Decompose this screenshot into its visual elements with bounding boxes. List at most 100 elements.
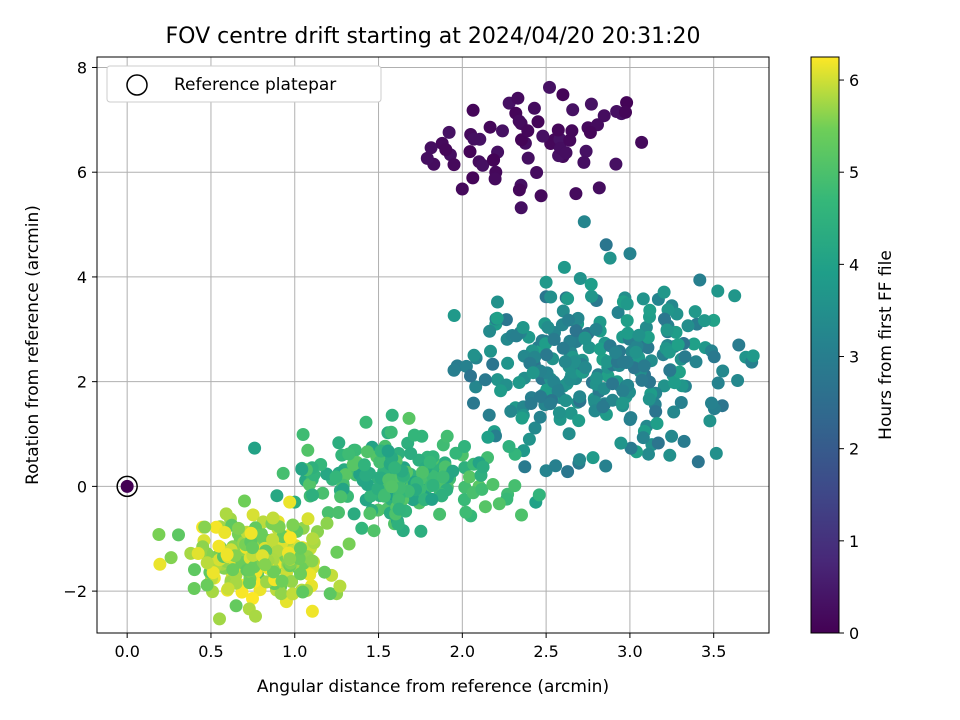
data-point	[242, 563, 256, 577]
x-axis-label: Angular distance from reference (arcmin)	[257, 677, 609, 697]
data-point	[200, 556, 214, 570]
data-point	[243, 576, 256, 590]
data-point	[707, 350, 721, 364]
data-point	[447, 309, 461, 322]
x-tick-label: 2.0	[450, 642, 475, 661]
data-point	[569, 187, 583, 201]
data-point	[200, 578, 214, 592]
data-point	[457, 493, 471, 507]
data-point	[643, 303, 657, 317]
data-point	[601, 355, 614, 369]
data-point	[668, 376, 681, 390]
data-point	[663, 448, 677, 462]
data-point	[524, 397, 538, 410]
data-point	[556, 88, 570, 102]
data-point	[490, 311, 504, 325]
data-point	[597, 109, 611, 123]
data-point	[488, 172, 502, 186]
y-tick-label: 8	[77, 58, 87, 77]
data-point	[698, 314, 711, 328]
data-point	[283, 495, 297, 509]
data-point	[359, 468, 373, 482]
data-point	[274, 587, 288, 601]
data-point	[512, 376, 526, 389]
data-point	[249, 609, 262, 623]
data-point	[392, 502, 406, 516]
data-point	[584, 97, 598, 111]
data-point	[464, 369, 477, 383]
data-point	[316, 486, 330, 500]
data-point	[320, 516, 334, 530]
data-point	[642, 392, 656, 406]
data-point	[232, 521, 245, 535]
data-point	[590, 371, 604, 385]
data-point	[526, 366, 540, 380]
data-point	[562, 427, 576, 441]
data-point	[621, 326, 635, 340]
data-point	[515, 133, 528, 147]
data-point	[559, 146, 573, 160]
data-point	[534, 390, 547, 404]
data-point	[321, 506, 335, 520]
reference-point	[120, 479, 134, 493]
colorbar: 0 1 2 3 4 5 6 Hours from first FF file	[810, 56, 896, 643]
data-point	[270, 489, 284, 503]
data-point	[677, 434, 691, 448]
data-point	[636, 431, 650, 445]
data-point	[616, 384, 630, 398]
data-point	[355, 521, 369, 535]
data-point	[384, 425, 398, 439]
data-point	[323, 587, 337, 601]
data-point	[492, 497, 506, 511]
data-point	[705, 396, 718, 410]
data-point	[258, 558, 272, 572]
data-point	[283, 552, 297, 566]
data-point	[407, 428, 421, 442]
data-point	[651, 436, 665, 450]
data-point	[218, 526, 232, 539]
data-point	[367, 524, 381, 538]
data-point	[187, 582, 201, 595]
chart-title: FOV centre drift starting at 2024/04/20 …	[166, 24, 701, 49]
data-point	[238, 494, 251, 508]
data-point	[551, 123, 565, 137]
x-tick-label: 3.5	[701, 642, 726, 661]
data-point	[663, 363, 677, 377]
data-point	[603, 251, 617, 265]
data-point	[556, 341, 570, 355]
data-point	[391, 517, 405, 531]
data-point	[609, 157, 623, 171]
data-point	[522, 432, 536, 446]
data-point	[342, 447, 356, 461]
data-point	[577, 215, 591, 229]
data-point	[246, 592, 259, 605]
data-point	[593, 342, 607, 356]
data-point	[596, 400, 610, 414]
data-point	[373, 455, 387, 469]
data-point	[623, 247, 637, 261]
data-point	[301, 512, 315, 526]
data-point	[292, 552, 306, 565]
data-point	[521, 124, 535, 138]
data-point	[540, 348, 554, 362]
data-point	[381, 444, 395, 458]
data-point	[478, 373, 492, 387]
data-point	[650, 417, 664, 430]
data-point	[486, 357, 500, 371]
data-point	[687, 337, 701, 351]
data-point	[657, 285, 671, 299]
legend-box	[106, 65, 382, 103]
data-point	[267, 565, 280, 579]
y-tick-label: 2	[77, 373, 87, 392]
data-point	[436, 470, 450, 484]
data-point	[578, 332, 592, 346]
legend: Reference platepar	[106, 65, 382, 103]
data-point	[578, 361, 592, 375]
data-point	[707, 313, 721, 327]
data-point	[482, 408, 496, 422]
data-point	[620, 314, 634, 328]
data-point	[392, 493, 406, 507]
data-point	[172, 528, 185, 542]
data-point	[458, 440, 471, 453]
data-point	[466, 103, 480, 117]
